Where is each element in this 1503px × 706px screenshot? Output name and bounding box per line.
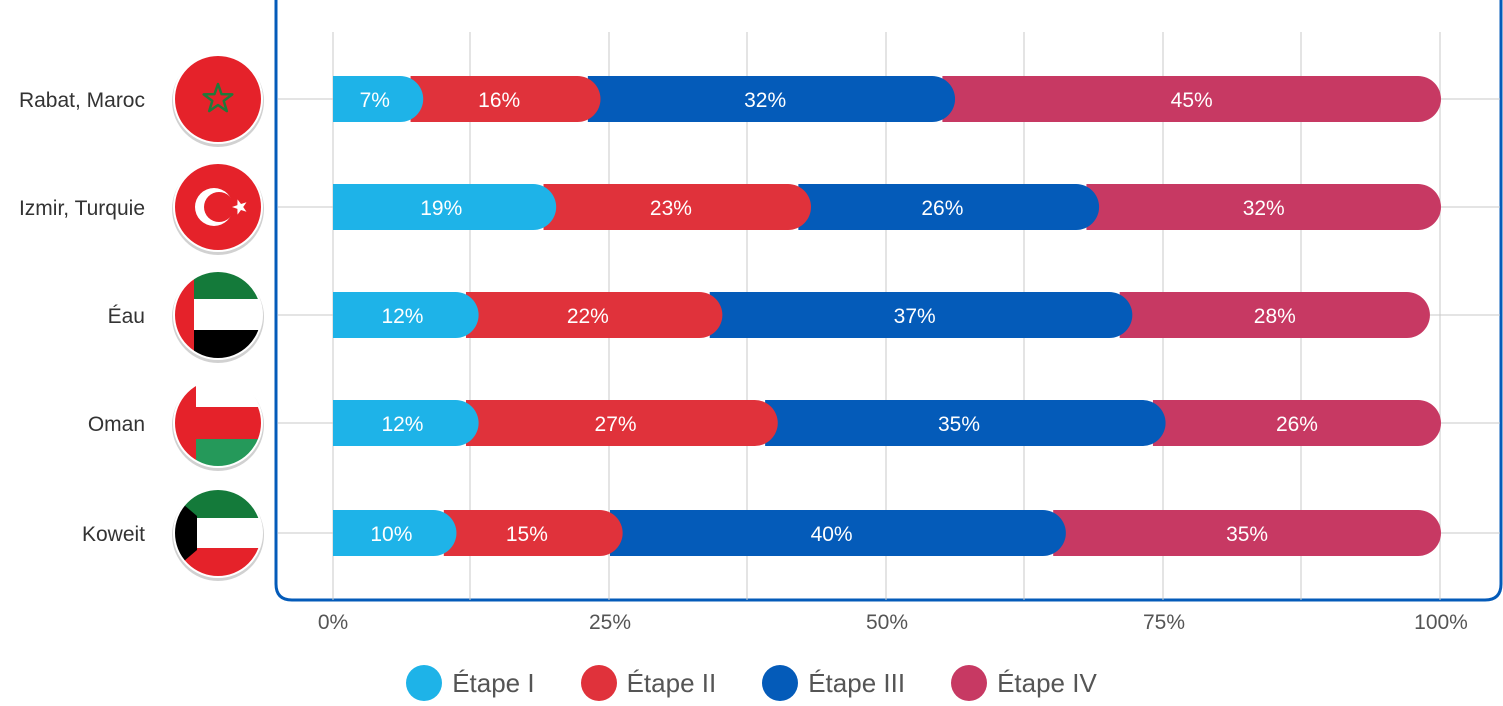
bar-segment-izmir-turquie-etape-iii bbox=[798, 184, 1100, 230]
data-label-oman-etape-i: 12% bbox=[381, 413, 423, 436]
bar-segment-oman-etape-ii bbox=[465, 400, 778, 446]
x-tick-label-25-pct: 25% bbox=[589, 611, 631, 634]
bar-segment-oman-etape-iv bbox=[1152, 400, 1441, 446]
bar-segment-rabat-maroc-etape-ii bbox=[410, 76, 601, 122]
turkey-flag-border bbox=[173, 162, 263, 252]
legend-item-etape-ii: Étape II bbox=[580, 665, 717, 701]
turkey-flag bbox=[174, 163, 262, 251]
data-label-koweit-etape-iv: 35% bbox=[1226, 523, 1268, 546]
legend-label-etape-iii: Étape III bbox=[808, 667, 906, 698]
bar-segment-rabat-maroc-etape-iv bbox=[942, 76, 1441, 122]
legend-swatch-etape-i bbox=[406, 665, 443, 701]
bar-segment-izmir-turquie-etape-ii bbox=[543, 184, 812, 230]
morocco-flag-border bbox=[173, 54, 263, 144]
data-label-rabat-maroc-etape-ii: 16% bbox=[478, 89, 520, 112]
x-tick-label-0-pct: 0% bbox=[318, 611, 348, 634]
data-label-izmir-turquie-etape-i: 19% bbox=[420, 197, 462, 220]
bar-segment-eau-etape-i bbox=[333, 292, 479, 338]
x-tick-label-50-pct: 50% bbox=[866, 611, 908, 634]
flag-pentagram bbox=[202, 82, 234, 113]
kuwait-flag-border bbox=[173, 488, 263, 578]
data-label-rabat-maroc-etape-iii: 32% bbox=[744, 89, 786, 112]
legend-swatch-etape-ii bbox=[580, 665, 617, 701]
bar-segment-oman-etape-iii bbox=[765, 400, 1166, 446]
legend-item-etape-iv: Étape IV bbox=[951, 665, 1097, 701]
bar-segment-izmir-turquie-etape-iv bbox=[1086, 184, 1441, 230]
flag-crescent-inner bbox=[204, 192, 234, 222]
data-label-eau-etape-iv: 28% bbox=[1254, 305, 1296, 328]
bar-segment-rabat-maroc-etape-iii bbox=[587, 76, 956, 122]
legend-swatch-etape-iii bbox=[762, 665, 799, 701]
chart-legend: Étape I Étape II Étape III Étape IV bbox=[0, 660, 1503, 706]
x-tick-label-100-pct: 100% bbox=[1414, 611, 1468, 634]
uae-flag-border bbox=[173, 270, 263, 360]
bar-segment-eau-etape-ii bbox=[465, 292, 723, 338]
oman-flag bbox=[174, 379, 262, 467]
data-label-oman-etape-ii: 27% bbox=[595, 413, 637, 436]
bar-segment-eau-etape-iv bbox=[1119, 292, 1430, 338]
legend-item-etape-i: Étape I bbox=[406, 665, 535, 701]
category-label-rabat-maroc: Rabat, Maroc bbox=[19, 89, 145, 112]
data-label-eau-etape-i: 12% bbox=[381, 305, 423, 328]
bar-segment-eau-etape-iii bbox=[709, 292, 1133, 338]
x-tick-label-75-pct: 75% bbox=[1143, 611, 1185, 634]
uae-flag bbox=[174, 271, 262, 359]
category-label-izmir-turquie: Izmir, Turquie bbox=[19, 197, 145, 220]
chart-frame bbox=[274, 0, 1503, 602]
flag-star bbox=[232, 199, 247, 215]
data-label-rabat-maroc-etape-i: 7% bbox=[360, 89, 390, 112]
data-label-oman-etape-iv: 26% bbox=[1276, 413, 1318, 436]
data-label-oman-etape-iii: 35% bbox=[938, 413, 980, 436]
legend-label-etape-i: Étape I bbox=[452, 667, 535, 698]
kuwait-flag bbox=[174, 489, 262, 577]
bar-segment-koweit-etape-iii bbox=[610, 510, 1066, 556]
data-label-eau-etape-ii: 22% bbox=[567, 305, 609, 328]
legend-label-etape-iv: Étape IV bbox=[997, 667, 1097, 698]
data-label-eau-etape-iii: 37% bbox=[894, 305, 936, 328]
data-label-koweit-etape-iii: 40% bbox=[811, 523, 853, 546]
data-label-koweit-etape-i: 10% bbox=[370, 523, 412, 546]
data-label-koweit-etape-ii: 15% bbox=[506, 523, 548, 546]
category-label-koweit: Koweit bbox=[82, 523, 145, 546]
legend-item-etape-iii: Étape III bbox=[762, 665, 905, 701]
bar-segment-rabat-maroc-etape-i bbox=[333, 76, 424, 122]
flag-field bbox=[174, 55, 262, 143]
legend-label-etape-ii: Étape II bbox=[626, 667, 717, 698]
category-label-oman: Oman bbox=[88, 413, 145, 436]
bar-segment-koweit-etape-ii bbox=[443, 510, 623, 556]
bar-segment-koweit-etape-i bbox=[333, 510, 457, 556]
data-label-izmir-turquie-etape-iii: 26% bbox=[921, 197, 963, 220]
data-label-rabat-maroc-etape-iv: 45% bbox=[1171, 89, 1213, 112]
category-label-eau: Éau bbox=[108, 305, 145, 328]
morocco-flag bbox=[174, 55, 262, 143]
bar-segment-koweit-etape-iv bbox=[1053, 510, 1441, 556]
bar-segment-oman-etape-i bbox=[333, 400, 479, 446]
legend-swatch-etape-iv bbox=[951, 665, 988, 701]
oman-flag-border bbox=[173, 378, 263, 468]
data-label-izmir-turquie-etape-iv: 32% bbox=[1243, 197, 1285, 220]
bar-segment-izmir-turquie-etape-i bbox=[333, 184, 557, 230]
data-label-izmir-turquie-etape-ii: 23% bbox=[650, 197, 692, 220]
